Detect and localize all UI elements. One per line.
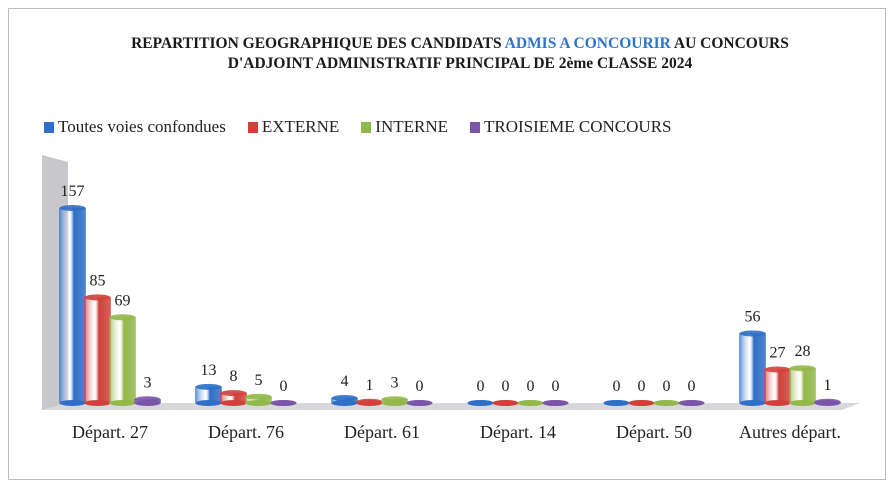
bar-top [245,393,272,400]
legend-item: TROISIEME CONCOURS [470,117,672,137]
bar-base [59,400,86,406]
bar-top [220,390,247,397]
bar-top [542,400,569,406]
data-label: 0 [613,378,621,395]
x-tick-label: Départ. 61 [344,422,420,442]
data-label: 69 [115,292,131,309]
bar-base [220,400,247,406]
data-label: 5 [255,372,263,389]
bar-top [789,365,816,372]
bar [109,317,136,404]
bar-base [84,400,111,406]
bar-top [109,314,136,321]
data-label: 85 [90,272,106,289]
data-label: 0 [416,378,424,395]
floor [42,403,860,410]
data-label: 27 [770,344,786,361]
bar-top [764,366,791,373]
bar-top [356,398,383,405]
bar-top [331,395,358,402]
bar-top [59,205,86,211]
legend-swatch [247,121,258,133]
data-label: 0 [552,378,560,395]
legend-swatch [470,121,480,133]
legend-label: Toutes voies confondues [58,117,226,136]
data-label: 1 [366,377,374,394]
data-label: 1 [824,377,832,394]
legend-swatch [361,121,372,133]
legend-item: INTERNE [361,117,448,137]
x-tick-label: Départ. 50 [616,422,692,442]
bar [739,333,766,404]
data-label: 157 [61,183,85,200]
legend-label: TROISIEME CONCOURS [484,117,672,136]
legend-label: EXTERNE [261,117,340,136]
bar-top [603,400,630,406]
bar-base [109,400,136,406]
legend-swatch [44,121,54,133]
data-label: 0 [663,378,671,395]
bar-base [195,400,222,406]
legend-item: Toutes voies confondues [44,117,226,137]
x-tick-label: Départ. 14 [480,422,556,442]
bar-top [381,396,408,403]
data-label: 0 [527,378,535,395]
data-label: 13 [201,362,217,379]
chart-title: REPARTITION GEOGRAPHIQUE DES CANDIDATS A… [130,34,790,74]
legend: Toutes voies confondues EXTERNE INTERNE TRO… [44,117,672,137]
bar-top [467,400,494,406]
bar-top [739,330,766,337]
legend-item: EXTERNE [247,117,340,137]
bar-base [789,400,816,406]
bar-top [517,400,544,406]
bar [84,297,111,404]
data-label: 0 [688,378,696,395]
title-part: ADMIS A CONCOURIR [504,35,671,52]
data-label: 0 [477,378,485,395]
title-part: AU CONCOURS D'ADJOINT ADMINISTRATIF PRIN… [227,35,789,72]
data-label: 4 [341,373,349,390]
bar-top [678,400,705,406]
data-label: 28 [795,343,811,360]
bar-top [134,396,161,403]
bar-top [406,400,433,406]
bar-base [245,400,272,406]
data-label: 3 [144,374,152,391]
bar-top [653,400,680,406]
data-label: 0 [280,378,288,395]
legend-label: INTERNE [375,117,448,136]
title-part: REPARTITION GEOGRAPHIQUE DES CANDIDATS [131,35,502,52]
data-label: 0 [638,378,646,395]
data-label: 8 [230,368,238,385]
bar-top [195,383,222,390]
bar-top [84,294,111,301]
bar [764,369,791,404]
data-label: 0 [502,378,510,395]
x-tick-label: Départ. 27 [72,422,148,442]
bar-top [492,400,519,406]
x-tick-label: Départ. 76 [208,422,284,442]
bar-top [628,400,655,406]
bar-base [739,400,766,406]
bar-top [270,400,297,406]
bar-base [331,400,358,406]
data-label: 3 [391,374,399,391]
bar [59,207,86,404]
data-label: 56 [745,308,761,325]
bar [789,367,816,404]
bar-base [764,400,791,406]
bar-top [814,398,841,405]
frame [8,8,886,480]
x-tick-label: Autres départ. [739,422,841,442]
